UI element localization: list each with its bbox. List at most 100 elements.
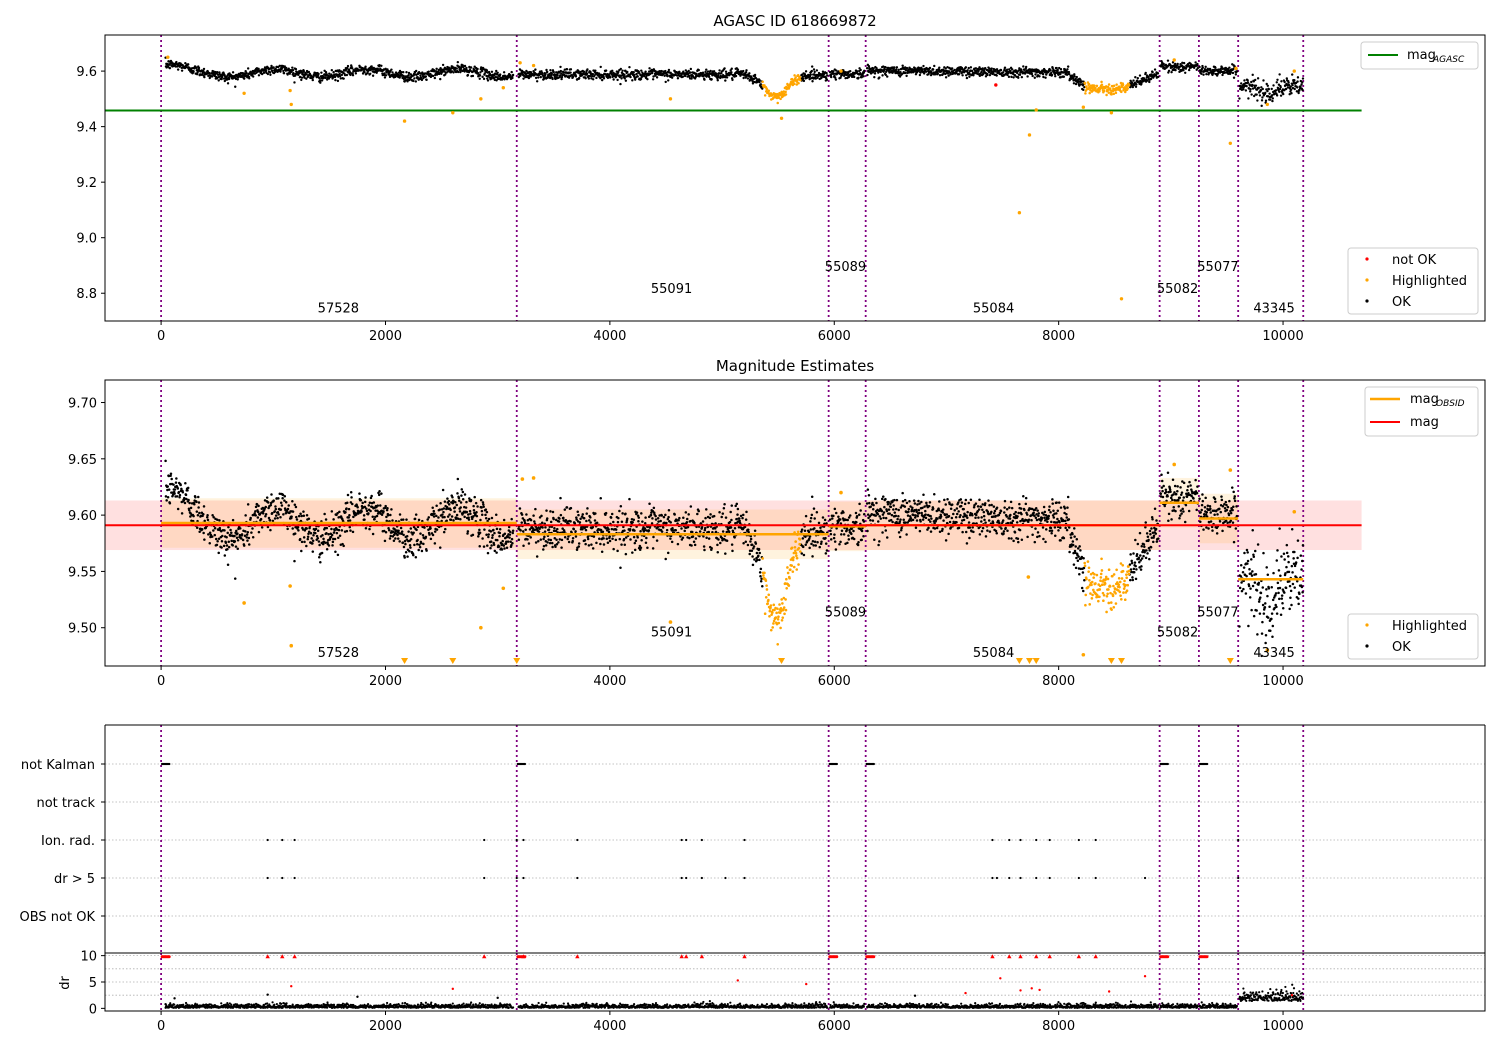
ok-point bbox=[466, 73, 470, 77]
ok-point bbox=[728, 530, 731, 534]
ok-point bbox=[590, 77, 593, 80]
legend-ok-label: OK bbox=[1392, 295, 1411, 310]
ok-point bbox=[476, 71, 480, 75]
ok-point bbox=[840, 529, 844, 533]
ok-point bbox=[306, 537, 310, 541]
ok-point bbox=[261, 512, 265, 515]
ok-point bbox=[812, 544, 815, 547]
ok-point bbox=[482, 77, 486, 81]
ok-point bbox=[489, 546, 492, 550]
ok-point bbox=[594, 512, 597, 515]
ok-point bbox=[555, 71, 558, 74]
ok-point bbox=[244, 530, 247, 533]
ok-point bbox=[588, 74, 592, 78]
ok-point bbox=[1256, 99, 1259, 102]
ok-point bbox=[717, 75, 720, 79]
ok-point bbox=[759, 579, 763, 583]
ok-point bbox=[459, 501, 463, 504]
ok-point bbox=[427, 70, 430, 73]
ok-point bbox=[478, 531, 482, 534]
ok-point bbox=[389, 534, 392, 538]
ok-point bbox=[388, 529, 391, 532]
ok-point bbox=[590, 543, 593, 546]
ok-point bbox=[717, 538, 720, 541]
ok-point bbox=[545, 68, 548, 72]
ok-point bbox=[305, 513, 309, 517]
ok-point bbox=[305, 77, 308, 80]
ok-point bbox=[721, 530, 725, 533]
ok-point bbox=[327, 544, 331, 547]
ok-point bbox=[1264, 91, 1267, 95]
ok-point bbox=[324, 541, 327, 545]
ok-point bbox=[281, 496, 284, 500]
ok-point bbox=[414, 80, 418, 83]
ok-point bbox=[186, 489, 189, 492]
ok-point bbox=[452, 519, 455, 522]
ok-point bbox=[363, 500, 367, 504]
ok-point bbox=[1264, 99, 1268, 102]
ok-point bbox=[398, 540, 401, 543]
ok-point bbox=[632, 71, 635, 74]
ok-point bbox=[1202, 73, 1205, 76]
ok-point bbox=[463, 64, 467, 68]
ok-point bbox=[459, 70, 462, 74]
ok-point bbox=[557, 520, 561, 523]
ok-point bbox=[725, 76, 729, 79]
ok-point bbox=[458, 510, 462, 513]
ok-point bbox=[1274, 89, 1278, 92]
ok-point bbox=[759, 567, 763, 571]
ok-point bbox=[667, 515, 670, 519]
ok-point bbox=[475, 514, 479, 518]
ok-point bbox=[532, 514, 535, 517]
highlighted-outlier bbox=[1017, 211, 1022, 215]
ok-point bbox=[467, 518, 471, 521]
ok-point bbox=[346, 64, 350, 68]
ok-point bbox=[473, 495, 476, 499]
ok-point bbox=[388, 537, 392, 540]
ok-point bbox=[226, 563, 230, 566]
ok-point bbox=[581, 513, 585, 516]
ok-point bbox=[439, 501, 442, 505]
ok-point bbox=[300, 514, 303, 518]
ok-point bbox=[489, 540, 493, 543]
ok-point bbox=[366, 71, 369, 75]
ok-point bbox=[637, 520, 640, 523]
ok-point bbox=[216, 539, 219, 543]
ok-point bbox=[849, 70, 852, 73]
ok-point bbox=[246, 67, 250, 70]
ok-point bbox=[409, 538, 413, 541]
ok-point bbox=[459, 518, 462, 521]
ok-point bbox=[1182, 69, 1185, 72]
ok-point bbox=[456, 477, 460, 481]
ok-point bbox=[667, 508, 671, 512]
ok-point bbox=[974, 67, 978, 70]
ok-point bbox=[922, 64, 925, 68]
ok-point bbox=[461, 498, 465, 501]
ok-point bbox=[618, 509, 621, 513]
ok-point bbox=[223, 554, 227, 557]
highlighted-outlier bbox=[242, 91, 246, 96]
ok-point bbox=[468, 509, 472, 513]
ok-point bbox=[549, 520, 553, 524]
ok-point bbox=[746, 77, 750, 80]
ok-point bbox=[351, 74, 355, 77]
ok-point bbox=[251, 75, 255, 78]
ok-point bbox=[439, 77, 442, 81]
ok-point bbox=[1018, 73, 1022, 76]
ok-point bbox=[633, 73, 636, 77]
ok-point bbox=[367, 504, 371, 507]
ok-point bbox=[656, 517, 660, 520]
ok-point bbox=[1198, 65, 1201, 69]
highlighted-outlier bbox=[1027, 133, 1032, 137]
ok-point bbox=[661, 526, 665, 529]
ok-point bbox=[660, 514, 664, 517]
ok-point bbox=[1283, 80, 1286, 84]
ok-point bbox=[428, 533, 431, 536]
ok-point bbox=[1272, 84, 1275, 87]
ok-point bbox=[1260, 99, 1264, 102]
ok-point bbox=[524, 528, 527, 531]
ok-point bbox=[460, 494, 463, 497]
ok-point bbox=[587, 544, 591, 547]
ok-point bbox=[551, 77, 554, 81]
ok-point bbox=[433, 512, 436, 515]
